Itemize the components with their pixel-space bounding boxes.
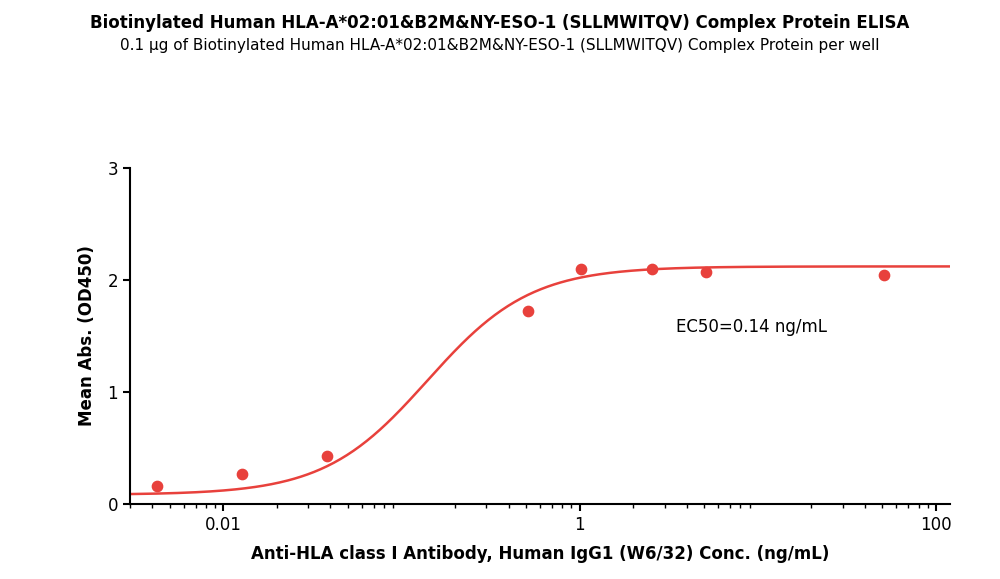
Text: 0.1 μg of Biotinylated Human HLA-A*02:01&B2M&NY-ESO-1 (SLLMWITQV) Complex Protei: 0.1 μg of Biotinylated Human HLA-A*02:01… bbox=[120, 38, 880, 53]
Point bbox=[149, 482, 165, 491]
Point bbox=[319, 451, 335, 460]
Point bbox=[520, 306, 536, 316]
Point bbox=[644, 264, 660, 273]
Point bbox=[573, 264, 589, 273]
X-axis label: Anti-HLA class I Antibody, Human IgG1 (W6/32) Conc. (ng/mL): Anti-HLA class I Antibody, Human IgG1 (W… bbox=[251, 545, 829, 563]
Text: Biotinylated Human HLA-A*02:01&B2M&NY-ESO-1 (SLLMWITQV) Complex Protein ELISA: Biotinylated Human HLA-A*02:01&B2M&NY-ES… bbox=[90, 14, 910, 32]
Y-axis label: Mean Abs. (OD450): Mean Abs. (OD450) bbox=[78, 245, 96, 426]
Text: EC50=0.14 ng/mL: EC50=0.14 ng/mL bbox=[676, 318, 827, 336]
Point bbox=[234, 469, 250, 478]
Point bbox=[698, 267, 714, 277]
Point bbox=[876, 271, 892, 280]
